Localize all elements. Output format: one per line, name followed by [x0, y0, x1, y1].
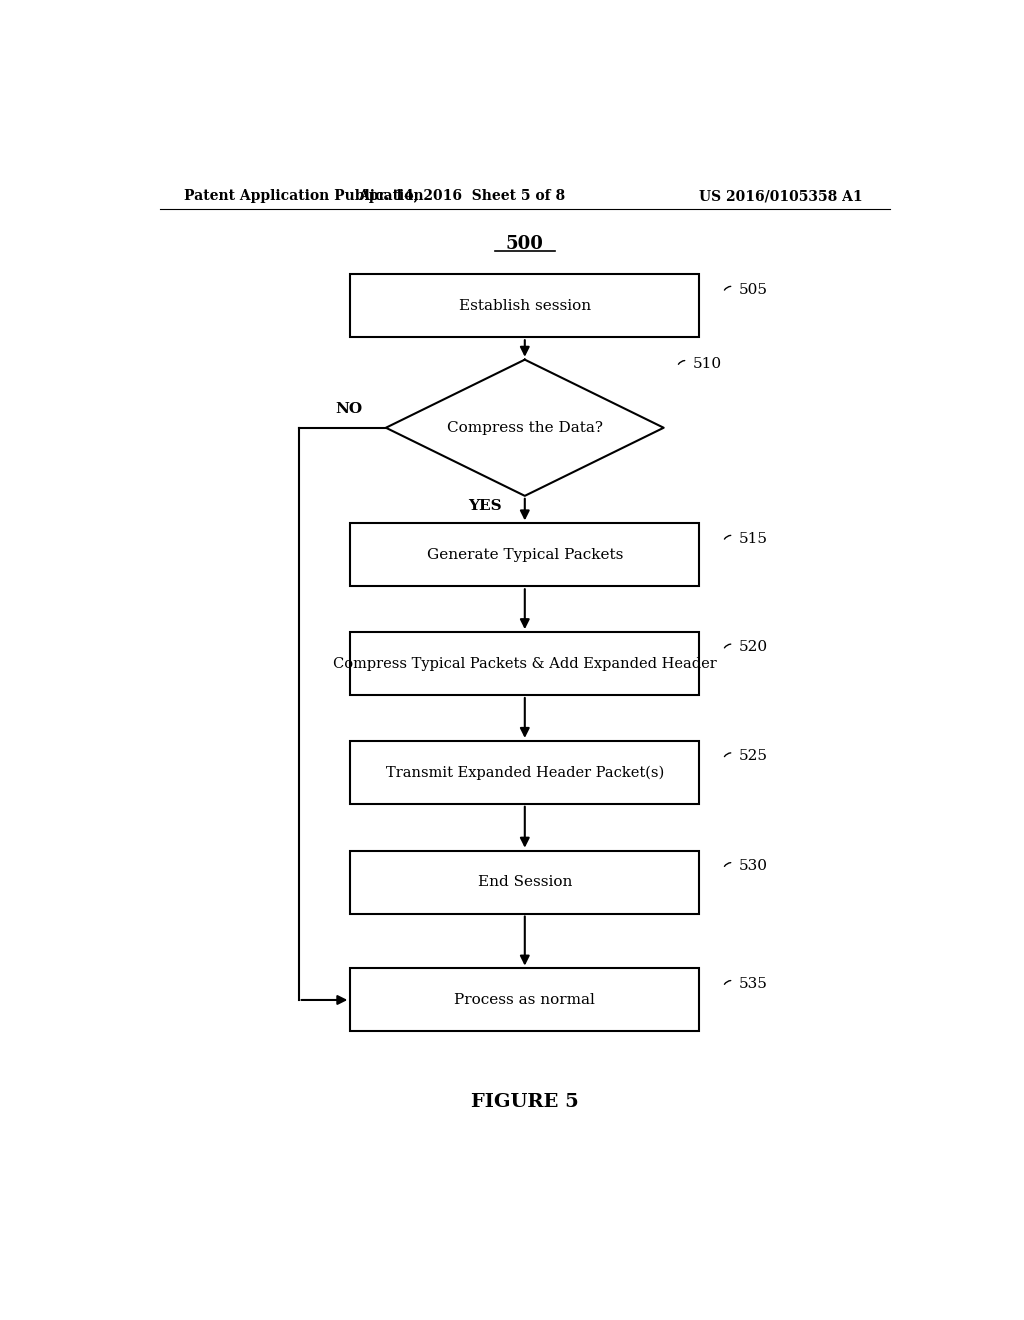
Text: 515: 515	[739, 532, 768, 545]
Text: Transmit Expanded Header Packet(s): Transmit Expanded Header Packet(s)	[386, 766, 664, 780]
Text: Process as normal: Process as normal	[455, 993, 595, 1007]
Bar	[350, 850, 699, 913]
Text: Patent Application Publication: Patent Application Publication	[183, 189, 423, 203]
Text: Establish session: Establish session	[459, 298, 591, 313]
Text: 530: 530	[739, 859, 768, 873]
Text: NO: NO	[335, 403, 362, 416]
Text: 525: 525	[739, 748, 768, 763]
Text: 505: 505	[739, 282, 768, 297]
Text: Generate Typical Packets: Generate Typical Packets	[427, 548, 623, 562]
Bar	[350, 969, 699, 1031]
Text: FIGURE 5: FIGURE 5	[471, 1093, 579, 1110]
Bar	[350, 523, 699, 586]
Text: Compress the Data?: Compress the Data?	[446, 421, 603, 434]
Text: 520: 520	[739, 640, 768, 655]
Text: Apr. 14, 2016  Sheet 5 of 8: Apr. 14, 2016 Sheet 5 of 8	[357, 189, 565, 203]
Text: 500: 500	[506, 235, 544, 252]
Bar	[350, 741, 699, 804]
Text: Compress Typical Packets & Add Expanded Header: Compress Typical Packets & Add Expanded …	[333, 656, 717, 671]
Bar	[350, 275, 699, 338]
Text: US 2016/0105358 A1: US 2016/0105358 A1	[699, 189, 863, 203]
Text: YES: YES	[468, 499, 502, 512]
Text: 510: 510	[693, 356, 722, 371]
Text: 535: 535	[739, 977, 768, 991]
Bar	[350, 632, 699, 696]
Text: End Session: End Session	[477, 875, 572, 890]
